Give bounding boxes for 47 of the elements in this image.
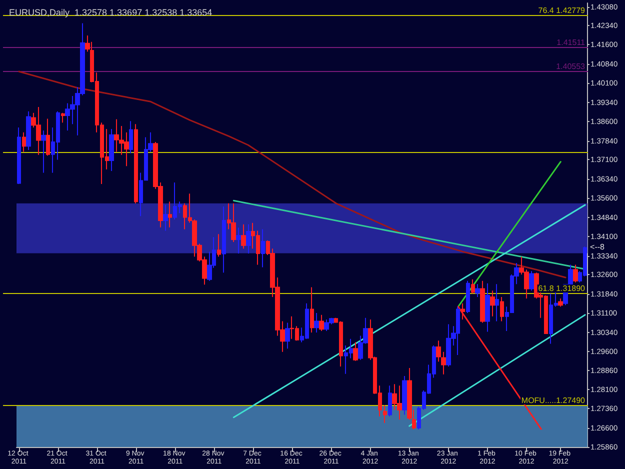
candlestick xyxy=(217,234,221,258)
candlestick xyxy=(46,118,50,156)
candlestick xyxy=(134,124,138,204)
candlestick xyxy=(558,298,563,308)
candlestick xyxy=(222,206,226,274)
candlestick xyxy=(314,312,319,333)
candlestick xyxy=(129,120,133,154)
candlestick xyxy=(310,286,314,333)
candlestick xyxy=(402,375,407,416)
ref-line-label: MOFU.....1.27490 xyxy=(521,396,586,405)
candlestick xyxy=(471,278,475,294)
candlestick xyxy=(22,132,26,152)
candlestick xyxy=(163,204,168,232)
candlestick xyxy=(475,284,480,298)
candlestick xyxy=(500,296,504,322)
candlestick xyxy=(388,385,392,417)
candlestick xyxy=(231,202,236,242)
ref-line-label: 61.8 1.31890 xyxy=(538,284,586,293)
line-series xyxy=(18,70,566,278)
candlestick xyxy=(41,130,46,174)
candlestick xyxy=(485,282,490,332)
candlestick xyxy=(17,126,21,184)
candlestick xyxy=(241,224,246,250)
text: EURUSD,Daily 1.32578 1.33697 1.32538 1.33654 xyxy=(9,8,212,18)
candlestick xyxy=(168,201,172,228)
candlestick xyxy=(109,128,114,172)
candlestick xyxy=(246,224,251,254)
candlestick xyxy=(61,112,65,124)
candlestick xyxy=(573,264,578,283)
candlestick xyxy=(319,314,324,332)
ref-line-label: 1.41511 xyxy=(556,38,586,47)
candlestick xyxy=(285,322,290,350)
candlestick xyxy=(495,284,499,322)
candlestick xyxy=(490,290,495,317)
candlestick xyxy=(261,228,265,268)
candlestick xyxy=(480,280,485,324)
ref-line-label: 76.4 1.42779 xyxy=(538,6,586,15)
ref-line-label: 1.40553 xyxy=(556,62,586,71)
candlestick xyxy=(466,280,470,314)
candlestick xyxy=(26,110,31,150)
candlestick xyxy=(441,351,446,375)
candlestick xyxy=(529,270,534,292)
candlestick xyxy=(353,342,358,362)
candlestick xyxy=(236,227,241,254)
candlestick xyxy=(436,340,441,362)
text: <--8 xyxy=(590,242,606,252)
candlestick xyxy=(383,404,387,424)
